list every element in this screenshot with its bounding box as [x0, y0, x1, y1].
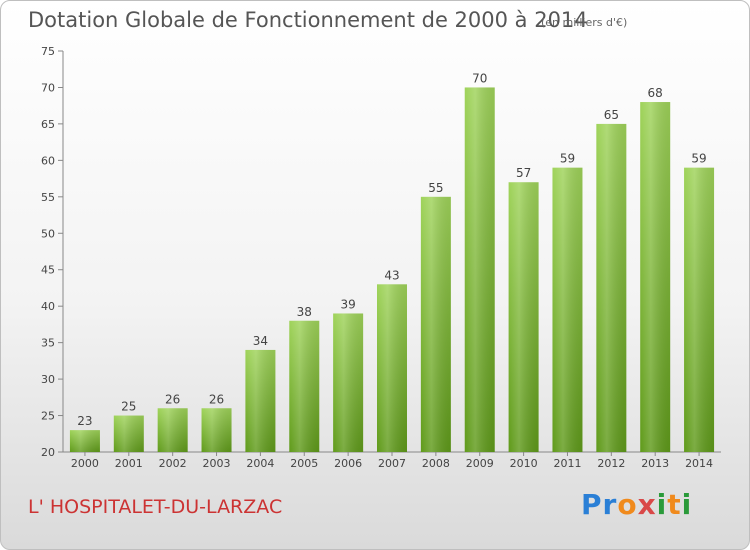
value-label: 55	[428, 181, 443, 195]
bar-highlight	[377, 284, 407, 452]
axes: 20 25 30 35 40 45 50 55 60 65 70 75 2000 2001 2002 2003…	[41, 45, 721, 470]
x-tick-label: 2002	[159, 457, 187, 470]
x-tick-label: 2001	[115, 457, 143, 470]
logo-letter: o	[617, 488, 638, 521]
commune-name: L' HOSPITALET-DU-LARZAC	[28, 496, 283, 518]
bars	[69, 87, 715, 453]
y-tick-label: 55	[41, 191, 55, 204]
y-tick-label: 25	[41, 410, 55, 423]
value-label: 39	[340, 297, 355, 311]
x-tick-label: 2010	[510, 457, 538, 470]
value-label: 25	[121, 400, 136, 414]
x-tick-label: 2012	[597, 457, 625, 470]
value-label: 23	[77, 414, 92, 428]
value-label: 59	[691, 152, 706, 166]
proxiti-logo: Proxiti	[581, 488, 692, 521]
bar-highlight	[245, 349, 276, 452]
logo-letter: r	[602, 488, 618, 521]
bar-highlight	[684, 167, 715, 452]
y-tick-label: 65	[41, 118, 55, 131]
value-label: 26	[209, 392, 224, 406]
x-tick-label: 2008	[422, 457, 450, 470]
y-tick-label: 30	[41, 373, 55, 386]
y-tick-label: 70	[41, 81, 55, 94]
bar-highlight	[333, 313, 364, 452]
x-tick-label: 2005	[290, 457, 318, 470]
value-label: 68	[648, 86, 663, 100]
x-tick-label: 2000	[71, 457, 99, 470]
y-tick-label: 50	[41, 227, 55, 240]
value-label: 34	[253, 334, 268, 348]
bar-highlight	[552, 167, 583, 452]
x-tick-label: 2011	[553, 457, 581, 470]
value-label: 43	[384, 268, 399, 282]
x-tick-label: 2007	[378, 457, 406, 470]
bar-highlight	[201, 408, 232, 452]
data-labels: 23 25 26 26 34 38 39 43 55 70 57 59 65 68 59	[77, 71, 706, 428]
bar-highlight	[508, 182, 539, 452]
bar-highlight	[289, 320, 320, 452]
value-label: 70	[472, 71, 487, 85]
x-tick-label: 2014	[685, 457, 713, 470]
logo-letter: i	[656, 488, 668, 521]
y-tick-label: 75	[41, 45, 55, 58]
chart-title: Dotation Globale de Fonctionnement de 20…	[28, 8, 588, 32]
bar-highlight	[464, 87, 495, 453]
logo-letter: P	[581, 488, 603, 521]
x-tick-label: 2006	[334, 457, 362, 470]
chart-unit-note: (en milliers d'€)	[541, 16, 628, 29]
value-label: 65	[604, 108, 619, 122]
y-tick-label: 35	[41, 337, 55, 350]
x-tick-label: 2004	[246, 457, 274, 470]
y-tick-label: 20	[41, 446, 55, 459]
bar-highlight	[640, 102, 671, 452]
logo-letter: i	[681, 488, 693, 521]
y-tick-label: 60	[41, 154, 55, 167]
bar-highlight	[69, 430, 100, 452]
value-label: 57	[516, 166, 531, 180]
logo-letter: x	[637, 488, 657, 521]
bar-highlight	[113, 415, 144, 452]
x-tick-label: 2003	[203, 457, 231, 470]
logo-letter: t	[667, 488, 682, 521]
value-label: 59	[560, 152, 575, 166]
y-tick-label: 40	[41, 300, 55, 313]
bar-highlight	[420, 196, 451, 452]
x-tick-label: 2013	[641, 457, 669, 470]
bar-highlight	[596, 123, 627, 452]
y-tick-label: 45	[41, 264, 55, 277]
bar-highlight	[157, 408, 188, 452]
x-tick-label: 2009	[466, 457, 494, 470]
value-label: 26	[165, 392, 180, 406]
value-label: 38	[297, 305, 312, 319]
